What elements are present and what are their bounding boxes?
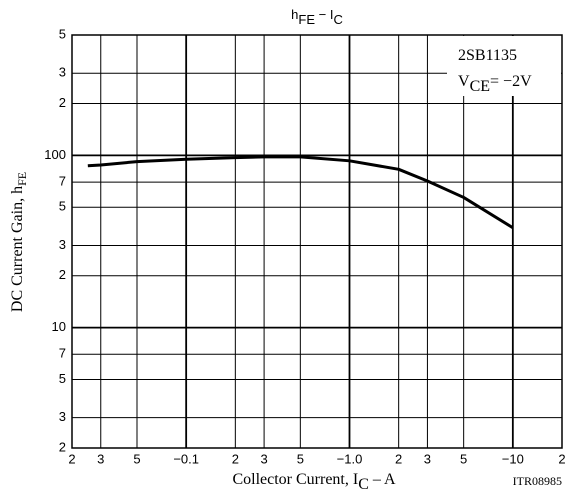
annotation-part: 2SB1135 bbox=[458, 47, 517, 64]
y-axis-label: DC Current Gain, hFE bbox=[9, 172, 29, 312]
annotation-part: V bbox=[458, 73, 470, 90]
x-tick-label: 5 bbox=[460, 451, 467, 466]
x-tick-label: 5 bbox=[133, 451, 140, 466]
x-tick-label: 3 bbox=[97, 451, 104, 466]
y-tick-label: 3 bbox=[59, 65, 66, 80]
data-line bbox=[87, 155, 514, 230]
figure-code: ITR08985 bbox=[513, 474, 562, 488]
chart-title-part: h bbox=[291, 7, 298, 22]
y-tick-label: 7 bbox=[59, 174, 66, 189]
y-tick-label: 5 bbox=[59, 26, 66, 41]
plot-frame bbox=[71, 34, 563, 449]
x-tick-label: 5 bbox=[297, 451, 304, 466]
chart-title-part: − I bbox=[315, 7, 333, 22]
y-tick-label: 3 bbox=[59, 409, 66, 424]
chart-title-part: C bbox=[333, 12, 342, 27]
y-tick-label: 3 bbox=[59, 237, 66, 252]
y-tick-label: 5 bbox=[59, 371, 66, 386]
x-tick-label: 2 bbox=[558, 451, 565, 466]
y-axis-label-part: FE bbox=[15, 172, 29, 186]
y-tick-label: 100 bbox=[44, 147, 66, 162]
x-tick-label: −10 bbox=[502, 451, 524, 466]
x-axis-label: Collector Current, IC – A bbox=[232, 471, 396, 493]
x-tick-label: 3 bbox=[260, 451, 267, 466]
x-axis-label-part: – A bbox=[369, 471, 396, 488]
x-tick-label: 2 bbox=[68, 451, 75, 466]
y-tick-label: 2 bbox=[59, 95, 66, 110]
y-axis-label-part: DC Current Gain, h bbox=[9, 186, 26, 312]
y-tick-label: 2 bbox=[59, 267, 66, 282]
annotation-box bbox=[447, 36, 561, 96]
plot-area bbox=[72, 35, 562, 448]
y-tick-label: 10 bbox=[52, 319, 66, 334]
chart-title-part: FE bbox=[298, 12, 315, 27]
annotation: VCE= −2V bbox=[458, 73, 532, 95]
x-tick-label: −0.1 bbox=[173, 451, 199, 466]
y-tick-label: 5 bbox=[59, 199, 66, 214]
x-axis-label-part: C bbox=[358, 476, 369, 493]
x-axis-label-part: Collector Current, I bbox=[232, 471, 358, 488]
annotation-part: CE bbox=[470, 78, 490, 95]
chart-title: hFE − IC bbox=[291, 7, 343, 27]
annotation-part: = −2V bbox=[490, 73, 532, 90]
x-tick-label: −1.0 bbox=[337, 451, 363, 466]
x-tick-label: 3 bbox=[424, 451, 431, 466]
y-tick-label: 2 bbox=[59, 439, 66, 454]
y-tick-label: 7 bbox=[59, 346, 66, 361]
annotation: 2SB1135 bbox=[458, 47, 517, 64]
x-tick-label: 2 bbox=[232, 451, 239, 466]
x-tick-label: 2 bbox=[395, 451, 402, 466]
